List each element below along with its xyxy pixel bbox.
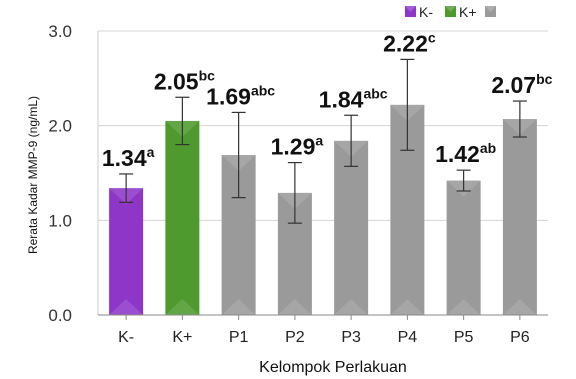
y-tick-label: 0.0 [48, 306, 72, 325]
legend-swatch-bevel [485, 6, 496, 12]
x-tick-label: P2 [285, 329, 305, 346]
bar-bottom-bevel [277, 299, 312, 315]
y-tick-label: 2.0 [48, 117, 72, 136]
value-label: 1.34a [102, 144, 155, 171]
legend-label: K+ [459, 4, 477, 20]
value-label-number: 1.69 [206, 83, 251, 109]
bar [334, 140, 369, 315]
value-label: 1.84abc [319, 85, 388, 112]
x-tick-label: P4 [398, 329, 418, 346]
legend-label: K- [419, 4, 433, 20]
value-label-number: 2.07 [491, 72, 536, 98]
bar-bottom-bevel [165, 299, 200, 315]
y-tick-label: 1.0 [48, 211, 72, 230]
value-label: 2.22c [383, 29, 436, 56]
error-bars [119, 58, 527, 224]
bar-bottom-bevel [221, 299, 256, 315]
bar [502, 119, 537, 315]
bar [446, 180, 481, 315]
bar-bottom-bevel [109, 299, 144, 315]
bar-bottom-bevel [502, 299, 537, 315]
x-axis-title: Kelompok Perlakuan [259, 359, 407, 376]
value-label-number: 1.84 [319, 86, 364, 112]
value-label-superscript: a [315, 133, 323, 149]
value-label-number: 2.05 [154, 68, 199, 94]
y-axis-ticks: 0.0 1.0 2.0 3.0 [48, 22, 72, 325]
value-label: 1.69abc [206, 82, 275, 109]
value-label-superscript: abc [251, 82, 275, 98]
legend: K- K+ [405, 4, 496, 20]
value-labels: 1.34a2.05bc1.69abc1.29a1.84abc2.22c1.42a… [102, 29, 553, 171]
bar [109, 188, 144, 315]
x-tick-label: P3 [341, 329, 361, 346]
legend-swatch [485, 6, 496, 17]
value-label-number: 1.29 [271, 134, 316, 160]
legend-swatch-bevel [405, 6, 416, 12]
legend-swatch [405, 6, 416, 17]
x-tick-label: P6 [510, 329, 530, 346]
value-label-superscript: abc [363, 85, 387, 101]
value-label-number: 1.42 [435, 141, 480, 167]
value-label-superscript: a [147, 144, 155, 160]
x-axis-ticks: K- K+ P1 P2 P3 P4 P5 P6 [118, 315, 530, 346]
y-axis-title: Rerata Kadar MMP-9 (ng/mL) [26, 96, 40, 254]
x-tick-label: P1 [229, 329, 249, 346]
value-label: 2.07bc [491, 71, 552, 98]
value-label: 1.29a [271, 133, 324, 160]
bar-bottom-bevel [446, 299, 481, 315]
value-label-superscript: c [428, 29, 436, 45]
value-label-superscript: bc [536, 71, 553, 87]
value-label: 2.05bc [154, 67, 215, 94]
x-tick-label: K- [118, 329, 134, 346]
bar-bottom-bevel [390, 299, 425, 315]
legend-swatch-bevel [445, 6, 456, 12]
value-label-number: 2.22 [383, 30, 428, 56]
bar [165, 120, 200, 315]
x-tick-label: P5 [454, 329, 474, 346]
y-tick-label: 3.0 [48, 22, 72, 41]
value-label-superscript: ab [480, 140, 496, 156]
bar-bottom-bevel [334, 299, 369, 315]
value-label: 1.42ab [435, 140, 496, 167]
value-label-superscript: bc [199, 67, 216, 83]
x-tick-label: K+ [172, 329, 192, 346]
value-label-number: 1.34 [102, 145, 147, 171]
legend-swatch [445, 6, 456, 17]
